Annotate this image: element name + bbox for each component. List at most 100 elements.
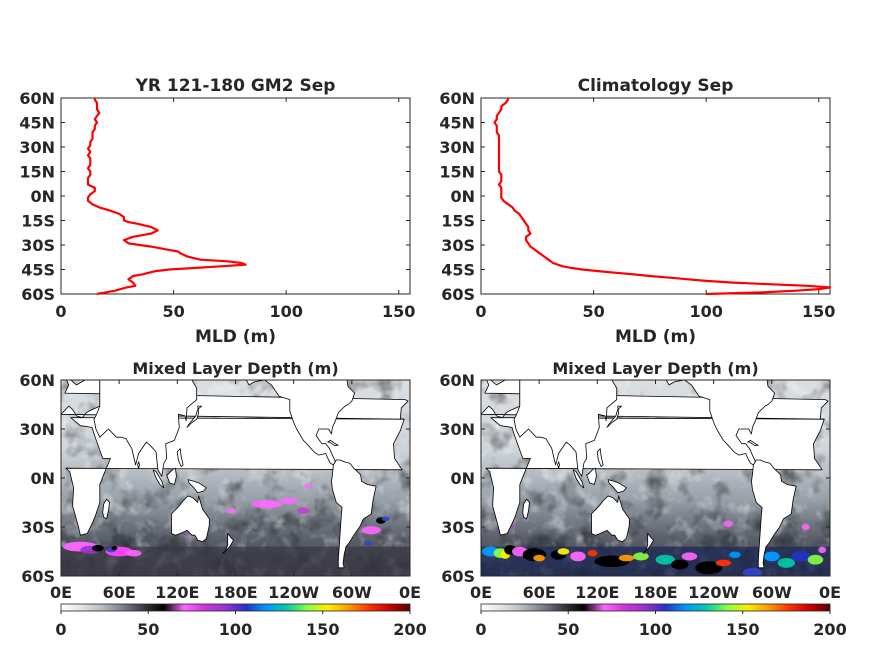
y-tick-label: 15S [441,212,475,231]
x-tick-label: 150 [382,302,415,321]
mld-profile-line [493,98,832,296]
y-tick-label: 30S [441,236,475,255]
colorbar-tick-label: 200 [813,620,846,639]
x-tick-label: 0 [475,302,486,321]
y-tick-label: 30S [441,518,475,537]
land-outline [166,467,177,485]
x-axis-label: MLD (m) [615,327,696,347]
deep-mld-patch [111,546,118,551]
y-tick-label: 30N [19,138,55,157]
deep-mld-patch [671,559,689,570]
deep-mld-patch [92,544,104,552]
deep-mld-patch [723,520,734,527]
y-tick-label: 15S [21,212,55,231]
land-outline [327,440,339,446]
deep-mld-patch [533,554,545,562]
x-tick-label: 0E [470,583,492,602]
land-outline [642,533,654,554]
x-tick-label: 120W [688,583,739,602]
x-tick-label: 0 [55,302,66,321]
colorbar-tick-label: 150 [726,620,759,639]
y-tick-label: 30S [21,236,55,255]
deep-mld-patch [297,507,310,514]
land-outline [171,495,210,543]
land-outline [586,467,597,485]
deep-mld-patch [695,561,723,575]
colorbar: 0 50 100 150 200 [475,603,847,639]
deep-mld-patch [633,552,649,561]
deep-mld-patch [303,483,314,489]
land-outline [557,461,560,469]
y-tick-label: 60N [439,89,475,108]
mld-profile-line [86,98,247,296]
x-tick-label: 100 [689,302,722,321]
colorbar-tick-label: 0 [475,620,486,639]
deep-mld-patch [557,548,570,555]
deep-mld-patch [570,551,586,562]
map-field [61,380,410,576]
colorbar-tick-label: 0 [55,620,66,639]
y-tick-label: 0N [450,469,475,488]
x-tick-label: 60E [523,583,556,602]
y-tick-label: 60N [19,371,55,390]
deep-mld-patch [251,500,283,509]
y-tick-label: 60S [441,567,475,586]
colorbar-scale [480,603,831,612]
land-outline [522,498,530,520]
x-tick-label: 0E [50,583,72,602]
x-tick-label: 0E [399,583,421,602]
y-tick-label: 0N [30,469,55,488]
deep-mld-patch [729,551,741,559]
y-tick-label: 30N [19,420,55,439]
chart-title: Mixed Layer Depth (m) [132,359,338,378]
y-tick-label: 0N [450,187,475,206]
deep-mld-patch [618,554,635,562]
land-outline [222,533,234,554]
y-tick-label: 45S [21,261,55,280]
deep-mld-patch [791,551,811,562]
colorbar-tick-label: 200 [393,620,426,639]
y-tick-label: 0N [30,187,55,206]
y-tick-label: 60N [439,371,475,390]
chart-title: Climatology Sep [578,76,734,96]
deep-mld-patch [764,551,780,562]
y-tick-label: 30N [439,420,475,439]
land-outline [747,440,759,446]
land-outline [152,469,165,489]
land-outline [186,405,202,428]
deep-mld-patch [801,523,810,531]
land-outline [606,405,622,428]
x-tick-label: 0E [819,583,841,602]
deep-mld-patch [361,526,381,535]
land-outline [187,479,207,494]
deep-mld-patch [381,516,390,522]
land-outline [331,459,377,569]
land-outline [607,479,627,494]
colorbar-tick-label: 50 [137,620,159,639]
land-outline [137,461,140,469]
x-tick-label: 120W [268,583,319,602]
deep-mld-patch [807,554,824,565]
deep-mld-patch [715,559,732,567]
colorbar-scale [60,603,411,612]
y-tick-label: 60N [19,89,55,108]
land-outline [513,380,618,477]
map-field [481,380,830,576]
colorbar-tick-label: 100 [639,620,672,639]
x-axis-label: MLD (m) [195,327,276,347]
y-tick-label: 60S [21,285,55,304]
y-tick-label: 15N [19,163,55,182]
land-outline [596,448,604,467]
x-tick-label: 60W [752,583,792,602]
chart-title: Mixed Layer Depth (m) [552,359,758,378]
y-tick-label: 45N [439,114,475,133]
deep-mld-patch [364,540,373,546]
x-tick-label: 50 [162,302,184,321]
deep-mld-patch [818,546,827,554]
x-tick-label: 120E [155,583,199,602]
land-outline [751,459,797,569]
